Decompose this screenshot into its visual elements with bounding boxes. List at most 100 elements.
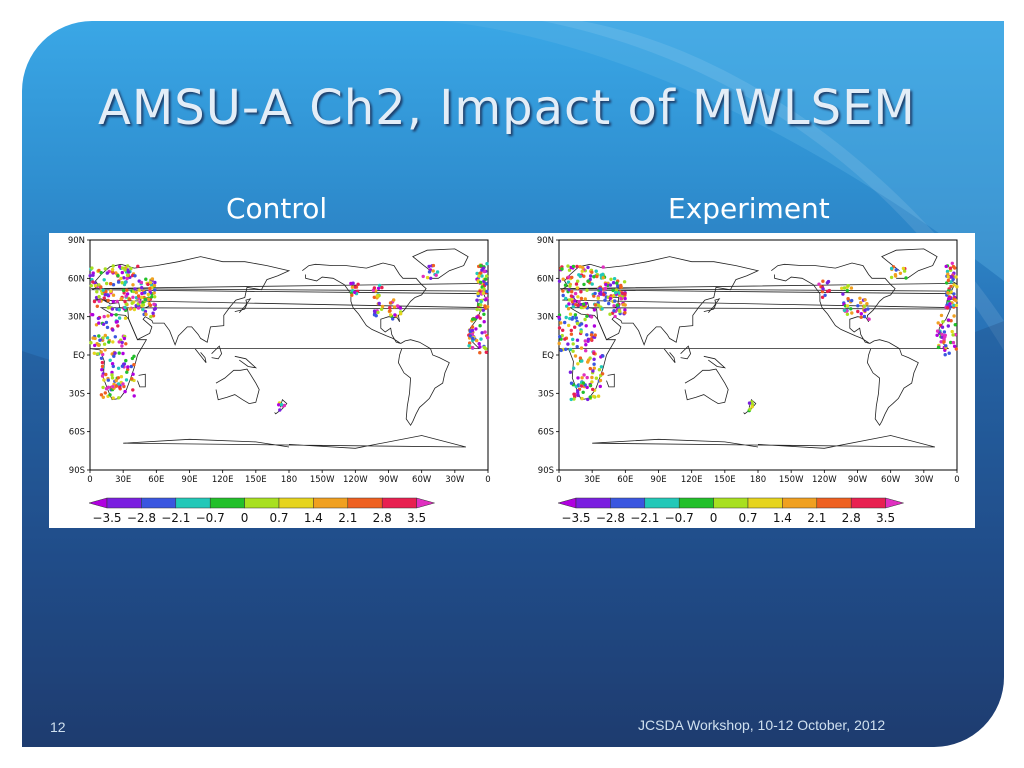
- control-obs-dot: [98, 338, 102, 342]
- experiment-obs-dot: [611, 288, 615, 293]
- experiment-obs-dot: [582, 302, 586, 306]
- experiment-obs-dot: [889, 266, 894, 271]
- experiment-obs-dot: [561, 328, 565, 332]
- experiment-obs-dot: [949, 340, 953, 345]
- control-obs-dot: [136, 306, 141, 310]
- control-obs-dot: [131, 388, 135, 392]
- control-obs-dot: [478, 345, 482, 349]
- control-obs-dot: [125, 370, 129, 374]
- control-lon-label-7: 150W: [310, 475, 335, 485]
- control-obs-dot: [105, 281, 109, 286]
- control-obs-dot: [391, 317, 395, 321]
- control-obs-dot: [477, 342, 481, 346]
- experiment-obs-dot: [867, 317, 871, 321]
- experiment-lon-label-4: 120E: [681, 475, 703, 485]
- control-obs-dot: [480, 268, 484, 272]
- experiment-obs-dot: [613, 314, 617, 319]
- control-coastline-4: [215, 368, 260, 405]
- control-obs-dot: [124, 342, 128, 346]
- experiment-obs-dot: [599, 287, 603, 292]
- control-obs-dot: [101, 322, 106, 326]
- control-obs-dot: [434, 273, 438, 277]
- control-obs-dot: [148, 286, 152, 291]
- experiment-obs-dot: [594, 376, 599, 380]
- control-obs-dot: [277, 403, 281, 407]
- control-obs-dot: [377, 301, 381, 306]
- experiment-obs-dot: [593, 291, 597, 296]
- control-obs-dot: [117, 340, 121, 344]
- experiment-obs-dot: [593, 333, 597, 337]
- experiment-obs-dot: [954, 347, 958, 351]
- experiment-obs-dot: [613, 299, 617, 303]
- experiment-colorbar-label-7: 2.1: [807, 511, 826, 525]
- control-lat-label-0: 90N: [68, 236, 85, 246]
- control-obs-dot: [102, 378, 106, 382]
- control-colorbar-segment-7: [313, 497, 349, 509]
- control-colorbar-label-7: 2.1: [338, 511, 357, 525]
- experiment-obs-dot: [590, 270, 594, 274]
- experiment-obs-dot: [579, 330, 583, 334]
- control-obs-dot: [375, 294, 379, 298]
- control-obs-dot: [132, 289, 136, 294]
- control-obs-dot: [106, 385, 111, 389]
- experiment-obs-dot: [569, 397, 573, 402]
- experiment-obs-dot: [600, 372, 605, 376]
- experiment-colorbar-segment-1: [575, 497, 611, 509]
- experiment-obs-dot: [859, 315, 863, 319]
- experiment-obs-dot: [865, 302, 869, 306]
- experiment-obs-dot: [608, 283, 613, 287]
- experiment-obs-dot: [583, 297, 587, 301]
- control-obs-dot: [104, 372, 108, 377]
- experiment-obs-dot: [598, 291, 602, 296]
- control-obs-dot: [116, 382, 121, 386]
- experiment-obs-dot: [581, 381, 586, 385]
- experiment-obs-dot: [590, 282, 594, 286]
- experiment-obs-dot: [598, 378, 603, 383]
- experiment-obs-dot: [565, 304, 569, 308]
- experiment-obs-dot: [935, 333, 939, 337]
- control-coastline-5: [412, 248, 469, 279]
- experiment-obs-dot: [597, 368, 602, 372]
- experiment-colorbar-segment-9: [850, 497, 886, 509]
- control-obs-dot: [95, 304, 99, 308]
- experiment-panel-label: Experiment: [668, 192, 830, 225]
- experiment-obs-dot: [581, 390, 585, 394]
- control-obs-dot: [132, 307, 137, 312]
- experiment-obs-dot: [750, 405, 754, 409]
- control-colorbar-segment-2: [141, 497, 177, 509]
- control-obs-dot: [350, 293, 354, 297]
- experiment-obs-dot: [583, 317, 587, 322]
- experiment-obs-dot: [598, 384, 602, 389]
- experiment-obs-dot: [856, 309, 860, 314]
- experiment-obs-dot: [943, 353, 947, 357]
- experiment-obs-dot: [603, 286, 608, 291]
- slide-title: AMSU-A Ch2, Impact of MWLSEM: [98, 80, 916, 136]
- experiment-obs-dot: [570, 275, 574, 280]
- experiment-obs-dot: [946, 318, 951, 322]
- experiment-obs-dot: [563, 283, 568, 287]
- control-obs-dot: [116, 324, 120, 328]
- experiment-obs-dot: [623, 308, 627, 312]
- control-obs-dot: [480, 331, 484, 335]
- control-obs-dot: [106, 298, 110, 303]
- control-obs-dot: [483, 304, 487, 308]
- control-coastline-13: [123, 435, 467, 449]
- experiment-obs-dot: [560, 267, 564, 271]
- experiment-obs-dot: [850, 311, 854, 315]
- control-obs-dot: [125, 288, 129, 292]
- control-obs-dot: [482, 312, 486, 316]
- control-obs-dot: [93, 284, 98, 288]
- experiment-obs-dot: [563, 337, 567, 341]
- experiment-obs-dot: [845, 312, 850, 316]
- control-obs-dot: [111, 396, 115, 400]
- experiment-obs-dot: [588, 366, 592, 371]
- control-obs-dot: [97, 295, 101, 299]
- control-obs-dot: [123, 299, 127, 304]
- experiment-obs-dot: [946, 275, 950, 279]
- experiment-obs-dot: [940, 332, 944, 337]
- control-obs-dot: [111, 264, 115, 268]
- control-obs-dot: [92, 299, 97, 304]
- control-coastline-9: [194, 348, 207, 363]
- experiment-obs-dot: [574, 384, 578, 389]
- experiment-obs-dot: [584, 343, 588, 347]
